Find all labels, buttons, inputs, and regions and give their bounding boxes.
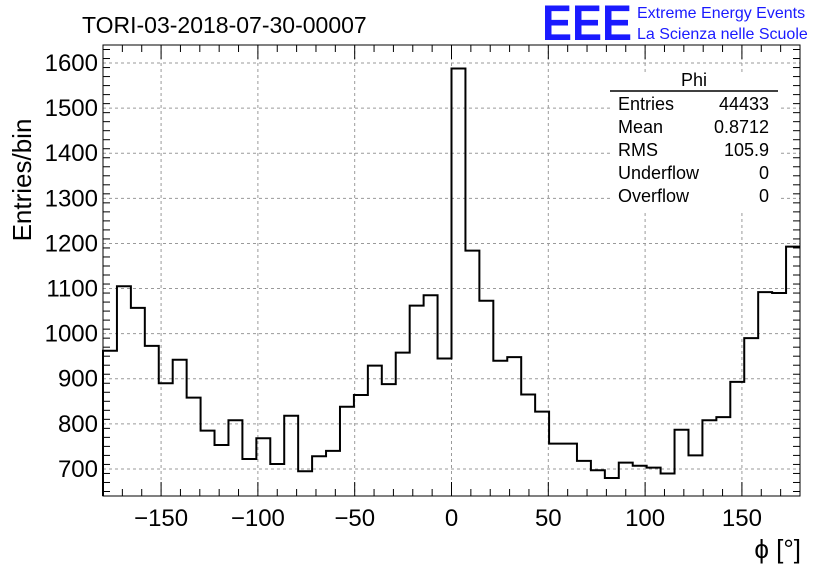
histogram-bin — [340, 407, 354, 496]
logo-line-2: La Scienza nelle Scuole — [637, 26, 808, 43]
y-axis-label: Entries/bin — [7, 119, 37, 242]
histogram-bin — [298, 471, 312, 496]
stats-label-entries: Entries — [618, 94, 674, 114]
stats-label-underflow: Underflow — [618, 163, 700, 183]
histogram-bin — [228, 420, 242, 496]
histogram-bin — [410, 306, 424, 496]
y-tick-label: 800 — [58, 411, 98, 438]
y-tick-label: 1500 — [45, 95, 98, 122]
y-tick-label: 900 — [58, 366, 98, 393]
histogram-bin — [716, 417, 730, 496]
y-tick-label: 1400 — [45, 140, 98, 167]
histogram-outline — [102, 67, 800, 496]
stats-value-underflow: 0 — [759, 163, 769, 183]
y-tick-label: 1600 — [45, 50, 98, 77]
histogram-bin — [675, 430, 689, 496]
histogram-bin — [563, 444, 577, 496]
histogram-bin — [647, 468, 661, 496]
x-tick-label: −50 — [334, 505, 375, 532]
histogram-bin — [702, 420, 716, 496]
histogram-bin — [270, 464, 284, 496]
y-tick-label: 1300 — [45, 185, 98, 212]
histogram-bin — [577, 461, 591, 496]
histogram-bin — [131, 308, 145, 496]
axis-ticks — [102, 45, 801, 496]
y-tick-labels: 700 800 900 1000 1100 1200 1300 1400 1500 1600 — [45, 50, 98, 483]
logo-line-1: Extreme Energy Events — [637, 5, 805, 22]
histogram-bin — [772, 293, 786, 496]
plot-frame — [102, 44, 801, 497]
histogram-bin — [758, 292, 772, 496]
histogram-bin — [619, 463, 633, 496]
histogram-bin — [187, 398, 201, 496]
y-tick-label: 700 — [58, 456, 98, 483]
histogram-bin — [465, 251, 479, 496]
stats-value-rms: 105.9 — [724, 140, 769, 160]
histogram-bin — [688, 455, 702, 496]
histogram-bin — [730, 382, 744, 496]
histogram-bin — [661, 473, 675, 496]
histogram-bin — [591, 470, 605, 496]
histogram-bin — [493, 361, 507, 496]
histogram-bin — [549, 444, 563, 496]
histogram-bin — [215, 445, 229, 496]
histogram-bin — [438, 358, 452, 496]
histogram-bin — [103, 351, 117, 496]
stats-label-overflow: Overflow — [618, 186, 690, 206]
histogram-bin — [326, 451, 340, 496]
histogram-bin — [479, 301, 493, 496]
histogram-bin — [256, 438, 270, 496]
histogram-bin — [145, 346, 159, 496]
stats-box: Phi Entries 44433 Mean 0.8712 RMS 105.9 … — [610, 70, 778, 212]
histogram-bin — [521, 395, 535, 496]
histogram-bin — [605, 478, 619, 496]
histogram-bin — [354, 395, 368, 496]
histogram-bin — [396, 353, 410, 496]
histogram-bin — [382, 384, 396, 496]
x-tick-label: 0 — [445, 505, 458, 532]
histogram-bin — [452, 68, 466, 496]
histogram-bin — [368, 366, 382, 496]
x-axis-label: ϕ [°] — [754, 534, 801, 564]
stats-value-overflow: 0 — [759, 186, 769, 206]
x-tick-label: 150 — [722, 505, 762, 532]
stats-box-title: Phi — [681, 70, 707, 90]
y-tick-label: 1100 — [46, 276, 98, 303]
histogram-bin — [242, 459, 256, 496]
histogram-bin — [424, 295, 438, 496]
stats-value-entries: 44433 — [719, 94, 769, 114]
histogram-bin — [159, 383, 173, 496]
stats-box-background — [610, 72, 778, 212]
histogram-bin — [173, 360, 187, 496]
stats-value-mean: 0.8712 — [714, 117, 769, 137]
y-tick-label: 1200 — [45, 230, 98, 257]
x-tick-label: 100 — [625, 505, 665, 532]
histogram-bin — [786, 247, 800, 496]
histogram-bin — [312, 456, 326, 496]
x-tick-label: −150 — [134, 505, 188, 532]
x-tick-labels: −150 −100 −50 0 50 100 150 — [134, 505, 762, 532]
histogram-bin — [201, 431, 215, 496]
y-tick-label: 1000 — [45, 321, 98, 348]
x-tick-label: 50 — [535, 505, 562, 532]
histogram-bin — [507, 357, 521, 496]
stats-label-mean: Mean — [618, 117, 663, 137]
histogram-bin — [744, 338, 758, 496]
histogram-bin — [117, 286, 131, 496]
x-tick-label: −100 — [231, 505, 285, 532]
histogram-bin — [535, 412, 549, 496]
histogram-bin — [284, 416, 298, 496]
histogram-bin — [633, 466, 647, 496]
stats-label-rms: RMS — [618, 140, 658, 160]
eee-logo: EEE Extreme Energy Events La Scienza nel… — [542, 0, 808, 51]
chart-title: TORI-03-2018-07-30-00007 — [82, 12, 367, 38]
eee-logo-mark: EEE — [542, 0, 632, 51]
